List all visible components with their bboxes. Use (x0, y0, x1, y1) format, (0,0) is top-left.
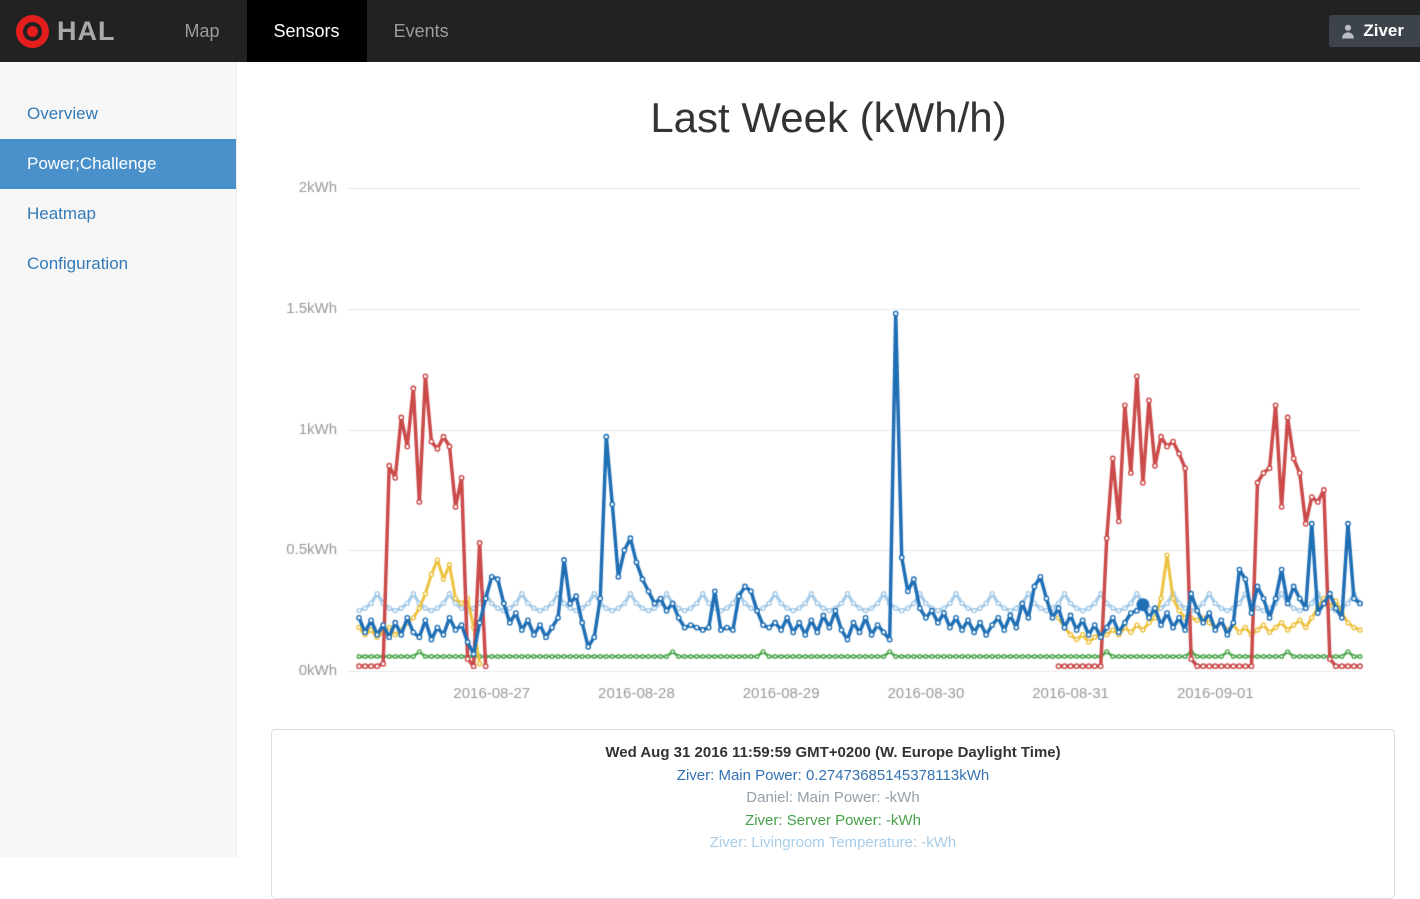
nav-tab-events[interactable]: Events (393, 21, 449, 41)
brand[interactable]: HAL (0, 0, 130, 62)
main-nav: Map Sensors Events (158, 0, 476, 62)
nav-tab-sensors[interactable]: Sensors (246, 0, 367, 62)
navbar: HAL Map Sensors Events Ziver (0, 0, 1420, 62)
user-name: Ziver (1363, 21, 1404, 40)
brand-label: HAL (57, 15, 116, 46)
tooltip-panel: Wed Aug 31 2016 11:59:59 GMT+0200 (W. Eu… (271, 729, 1395, 899)
user-menu-button[interactable]: Ziver (1329, 15, 1420, 47)
sidebar-item-configuration[interactable]: Configuration (27, 254, 129, 273)
tooltip-line-ziver-main-power: Ziver: Main Power: 0.27473685145378113kW… (676, 766, 990, 784)
chart-title: Last Week (kWh/h) (650, 94, 1007, 141)
sidebar-item-overview[interactable]: Overview (27, 104, 98, 123)
user-icon (1342, 24, 1355, 38)
tooltip-line-daniel-main-power: Daniel: Main Power: -kWh (746, 789, 920, 806)
tooltip-line-ziver-server-power: Ziver: Server Power: -kWh (745, 811, 921, 829)
tooltip-line-ziver-livingroom-temperature: Ziver: Livingroom Temperature: -kWh (709, 834, 957, 851)
sidebar-item-heatmap[interactable]: Heatmap (27, 204, 96, 223)
nav-tab-map[interactable]: Map (184, 21, 220, 41)
hal-logo-icon (16, 14, 49, 48)
tooltip-timestamp: Wed Aug 31 2016 11:59:59 GMT+0200 (W. Eu… (605, 744, 1061, 761)
sidebar: Overview Power;Challenge Heatmap Configu… (0, 62, 237, 857)
sidebar-item-power-challenge[interactable]: Power;Challenge (0, 139, 236, 189)
